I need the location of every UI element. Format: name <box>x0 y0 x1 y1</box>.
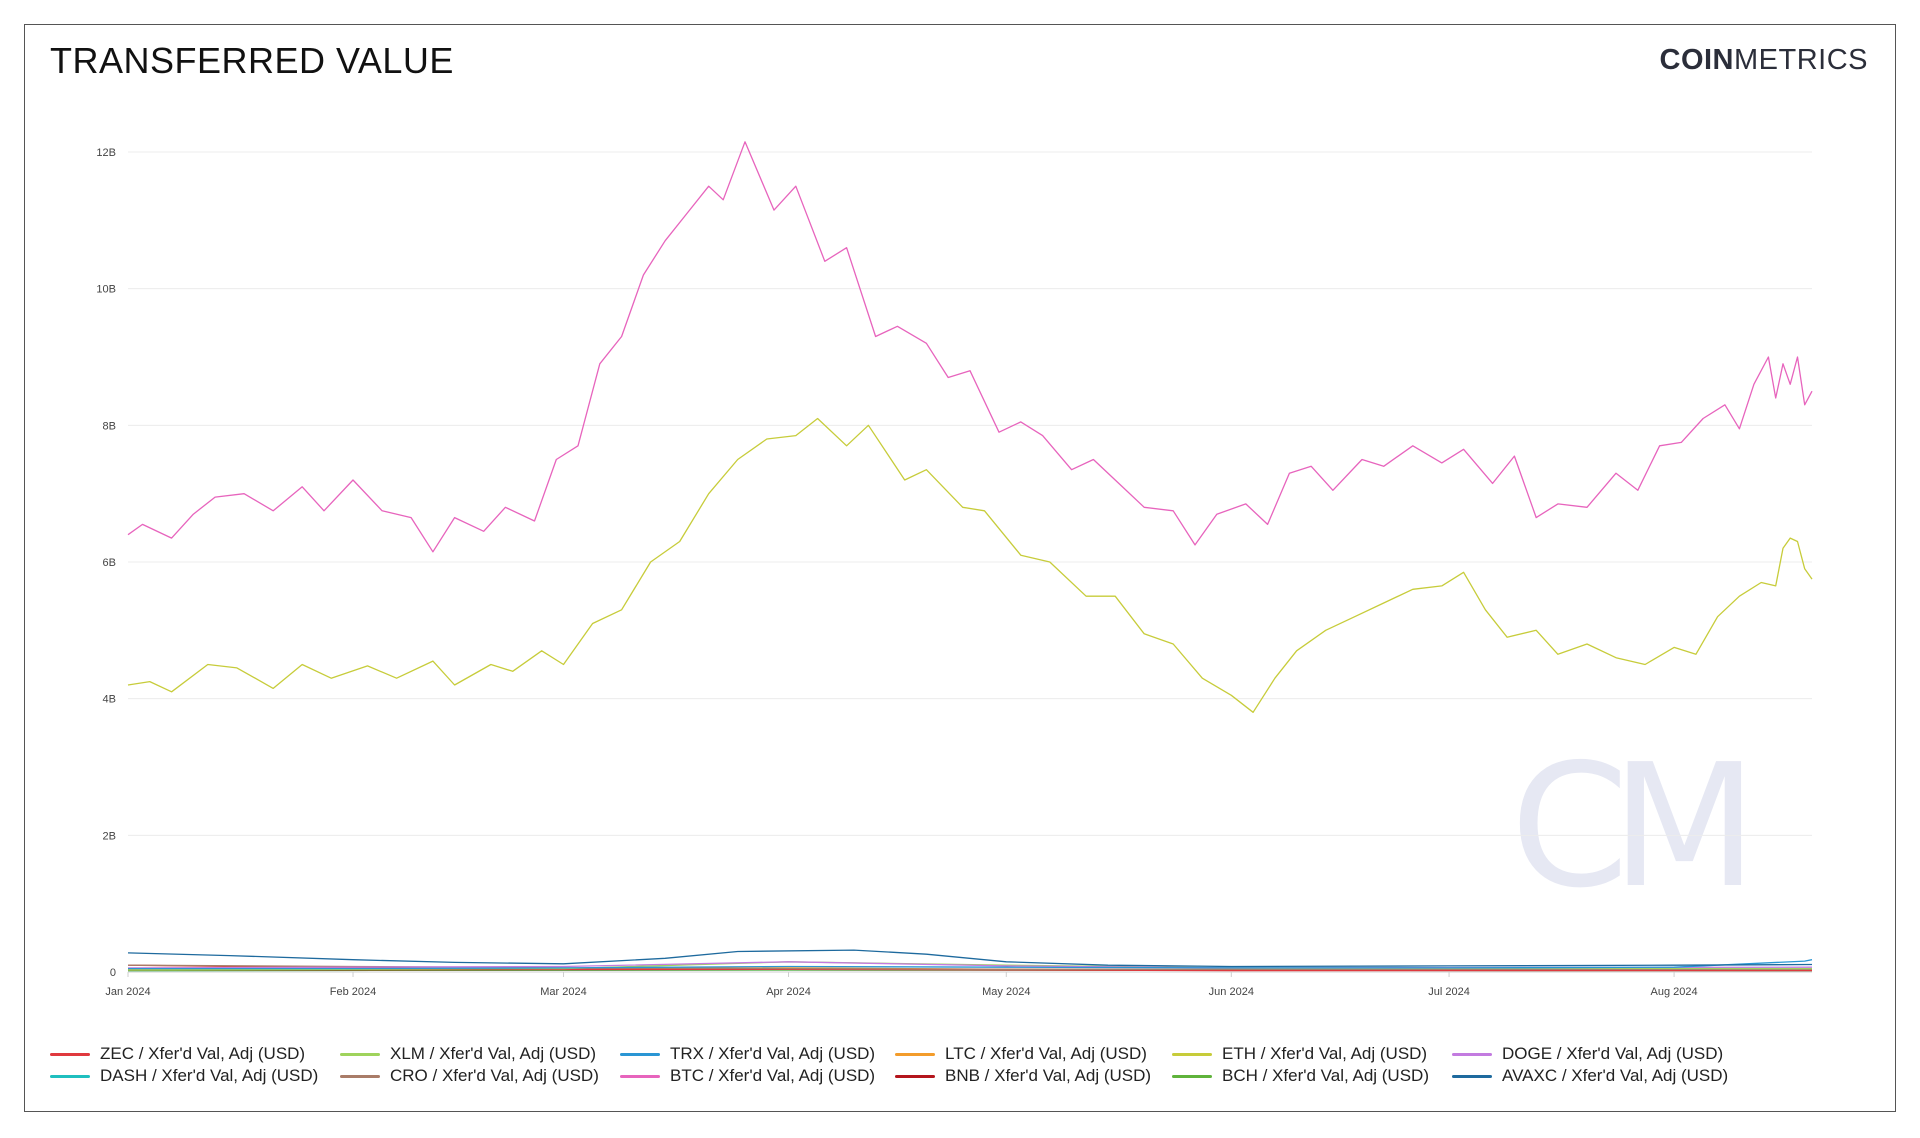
legend-label: BTC / Xfer'd Val, Adj (USD) <box>670 1066 876 1085</box>
legend-swatch <box>340 1052 380 1056</box>
legend-swatch <box>1452 1052 1492 1056</box>
x-tick-label: Apr 2024 <box>766 986 811 998</box>
legend-swatch <box>895 1052 935 1056</box>
legend-item-bnb[interactable]: BNB / Xfer'd Val, Adj (USD) <box>895 1066 1151 1086</box>
legend-label: BCH / Xfer'd Val, Adj (USD) <box>1222 1066 1429 1085</box>
legend-swatch <box>1172 1074 1212 1078</box>
series-line-eth <box>127 417 1813 713</box>
legend-swatch <box>620 1052 660 1056</box>
legend-label: LTC / Xfer'd Val, Adj (USD) <box>945 1044 1147 1063</box>
series-line-cro <box>127 964 1812 970</box>
y-tick-label: 6B <box>103 557 116 569</box>
x-tick-label: Feb 2024 <box>330 986 376 998</box>
legend-label: XLM / Xfer'd Val, Adj (USD) <box>390 1044 597 1063</box>
legend-label: TRX / Xfer'd Val, Adj (USD) <box>670 1044 876 1063</box>
legend-swatch <box>895 1074 935 1078</box>
x-tick-label: Jul 2024 <box>1428 986 1470 998</box>
legend-item-avaxc[interactable]: AVAXC / Xfer'd Val, Adj (USD) <box>1452 1066 1728 1086</box>
series-line-avaxc <box>127 949 1813 968</box>
legend-item-ltc[interactable]: LTC / Xfer'd Val, Adj (USD) <box>895 1044 1147 1064</box>
y-tick-label: 2B <box>103 830 116 842</box>
cm-watermark: CM <box>1510 728 1742 926</box>
legend-label: DOGE / Xfer'd Val, Adj (USD) <box>1502 1044 1724 1063</box>
x-tick-label: Jan 2024 <box>105 986 150 998</box>
legend-label: DASH / Xfer'd Val, Adj (USD) <box>100 1066 319 1085</box>
x-tick-label: Aug 2024 <box>1651 986 1698 998</box>
chart-title: TRANSFERRED VALUE <box>50 40 454 81</box>
legend-label: ETH / Xfer'd Val, Adj (USD) <box>1222 1044 1428 1063</box>
x-tick-label: May 2024 <box>982 986 1030 998</box>
legend-swatch <box>50 1074 90 1078</box>
legend-label: AVAXC / Xfer'd Val, Adj (USD) <box>1502 1066 1729 1085</box>
y-tick-label: 4B <box>103 694 116 706</box>
legend-label: BNB / Xfer'd Val, Adj (USD) <box>945 1066 1152 1085</box>
x-tick-label: Mar 2024 <box>540 986 586 998</box>
legend-label: CRO / Xfer'd Val, Adj (USD) <box>390 1066 599 1085</box>
series-line-btc <box>127 141 1813 553</box>
legend-item-trx[interactable]: TRX / Xfer'd Val, Adj (USD) <box>620 1044 875 1064</box>
legend-swatch <box>1172 1052 1212 1056</box>
legend-item-doge[interactable]: DOGE / Xfer'd Val, Adj (USD) <box>1452 1044 1723 1064</box>
x-tick-label: Jun 2024 <box>1209 986 1254 998</box>
legend-item-dash[interactable]: DASH / Xfer'd Val, Adj (USD) <box>50 1066 318 1086</box>
legend-swatch <box>620 1074 660 1078</box>
legend-swatch <box>50 1052 90 1056</box>
legend-item-zec[interactable]: ZEC / Xfer'd Val, Adj (USD) <box>50 1044 305 1064</box>
y-tick-label: 12B <box>96 147 116 159</box>
logo-light-text: METRICS <box>1734 44 1868 76</box>
legend-item-eth[interactable]: ETH / Xfer'd Val, Adj (USD) <box>1172 1044 1427 1064</box>
legend-item-cro[interactable]: CRO / Xfer'd Val, Adj (USD) <box>340 1066 599 1086</box>
legend-item-bch[interactable]: BCH / Xfer'd Val, Adj (USD) <box>1172 1066 1429 1086</box>
legend-swatch <box>340 1074 380 1078</box>
legend-swatch <box>1452 1074 1492 1078</box>
y-tick-label: 10B <box>96 284 116 296</box>
legend-item-xlm[interactable]: XLM / Xfer'd Val, Adj (USD) <box>340 1044 596 1064</box>
logo-bold-text: COIN <box>1659 44 1734 76</box>
y-tick-label: 0 <box>110 967 116 979</box>
legend-label: ZEC / Xfer'd Val, Adj (USD) <box>100 1044 306 1063</box>
series-line-trx <box>128 959 1813 970</box>
legend-item-btc[interactable]: BTC / Xfer'd Val, Adj (USD) <box>620 1066 875 1086</box>
chart-frame <box>24 24 1896 1112</box>
coinmetrics-logo: COINMETRICS <box>1660 44 1869 77</box>
y-tick-label: 8B <box>103 420 116 432</box>
